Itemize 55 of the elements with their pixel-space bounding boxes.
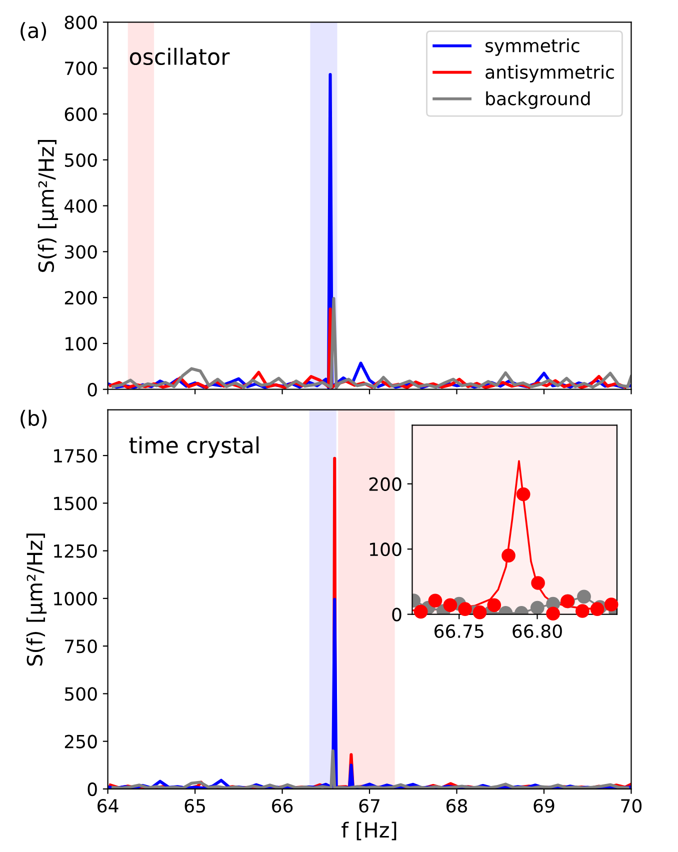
y-tick-label: 400 (64, 199, 97, 213)
x-tick-label: 65 (184, 798, 205, 813)
y-tick-label: 300 (64, 245, 97, 259)
x-tick-label: 66.80 (512, 624, 562, 638)
point (414, 604, 428, 619)
point (487, 598, 502, 612)
legend-label: background (486, 91, 590, 109)
y-tick-label: 800 (64, 16, 97, 30)
y-tick-label: 1000 (54, 592, 97, 606)
point (577, 590, 591, 604)
legend-label: antisymmetric (486, 64, 614, 82)
annotation: oscillator (130, 48, 230, 66)
y-tick-label: 200 (369, 477, 402, 491)
y-axis-title: S(f) [μm²/Hz] (26, 534, 47, 666)
y-tick-label: 0 (392, 608, 402, 622)
x-tick-label: 68 (446, 798, 467, 813)
y-tick-label: 250 (64, 734, 97, 748)
y-axis-title: S(f) [μm²/Hz] (38, 140, 58, 272)
chart-title: (a) (20, 22, 46, 41)
y-tick-label: 200 (64, 291, 97, 305)
y-tick-label: 600 (64, 107, 97, 122)
y-tick-label: 1250 (54, 544, 97, 558)
y-tick-label: 1500 (54, 496, 97, 510)
x-axis-title: f [Hz] (342, 822, 396, 840)
point (530, 600, 544, 614)
y-tick-label: 700 (65, 62, 97, 76)
x-tick-label: 66.75 (434, 624, 484, 638)
y-tick-label: 0 (88, 782, 97, 796)
x-tick-label: 66 (272, 798, 293, 813)
point (502, 548, 516, 562)
y-tick-label: 500 (65, 687, 97, 701)
x-tick-label: 69 (534, 798, 554, 813)
point (590, 602, 604, 616)
point (458, 602, 472, 616)
point (576, 604, 590, 618)
y-tick-label: 0 (88, 382, 97, 396)
point (472, 605, 487, 620)
y-tick-label: 100 (66, 336, 97, 351)
y-tick-label: 750 (65, 640, 97, 654)
y-tick-label: 100 (370, 542, 402, 556)
line-series (112, 749, 630, 789)
point (546, 606, 560, 621)
y-tick-label: 1750 (54, 448, 97, 463)
chart-title: (b) (20, 410, 47, 428)
x-tick-label: 64 (98, 798, 118, 813)
point (428, 594, 442, 608)
point (443, 598, 458, 612)
point (604, 598, 618, 612)
point (516, 487, 530, 502)
point (531, 576, 545, 590)
legend-label: symmetric (486, 38, 580, 56)
annotation: time crystal (129, 436, 259, 458)
y-tick-label: 500 (65, 153, 97, 167)
x-tick-label: 67 (359, 798, 380, 813)
x-tick-label: 70 (621, 798, 642, 813)
